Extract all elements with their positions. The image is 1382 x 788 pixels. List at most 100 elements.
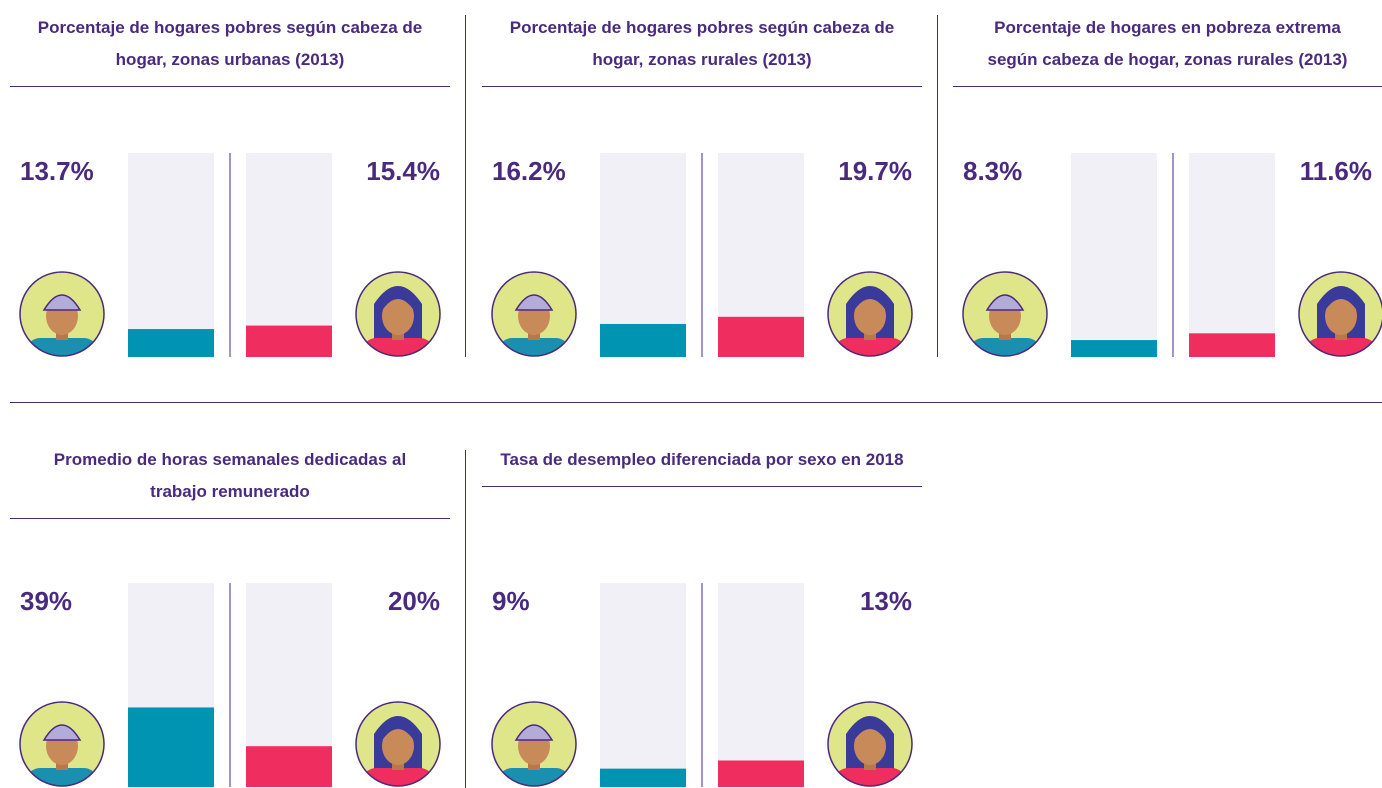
cap <box>42 724 82 741</box>
chart: 39% 20% <box>19 583 441 787</box>
fringe <box>853 293 887 312</box>
shirt <box>1305 338 1377 356</box>
value-label: 13.7% <box>20 156 94 186</box>
chart-panel: Porcentaje de hogares pobres según cabez… <box>10 12 450 788</box>
avatar-woman <box>355 271 441 357</box>
divider <box>10 402 1382 403</box>
value-label: 16.2% <box>492 156 566 186</box>
avatar-woman <box>1298 271 1382 357</box>
avatar-ring <box>19 271 105 357</box>
cap <box>514 724 554 741</box>
bar-track <box>128 153 214 357</box>
avatar-ring <box>19 701 105 787</box>
bar <box>128 707 214 787</box>
chart: 13.7% 15.4% <box>19 153 441 357</box>
bar-track <box>1189 153 1275 357</box>
bar-track <box>600 153 686 357</box>
cap <box>514 294 554 311</box>
chart-panel: Promedio de horas semanales dedicadas al… <box>10 444 450 788</box>
value-label: 8.3% <box>963 156 1022 186</box>
shirt <box>362 768 434 786</box>
avatar-body <box>26 724 98 786</box>
shirt <box>834 768 906 786</box>
face <box>854 727 886 765</box>
value-label: 19.7% <box>838 156 912 186</box>
value-label: 11.6% <box>1300 156 1372 186</box>
shirt <box>498 768 570 786</box>
face <box>1325 297 1357 335</box>
divider <box>465 15 466 357</box>
avatar-ring <box>355 701 441 787</box>
avatar-woman <box>355 701 441 787</box>
shirt <box>969 338 1041 356</box>
face <box>854 297 886 335</box>
bar <box>1071 340 1157 357</box>
shirt <box>362 338 434 356</box>
avatar-woman <box>827 701 913 787</box>
chart-title: Promedio de horas semanales dedicadas al… <box>10 444 450 519</box>
chart-panel: Porcentaje de hogares pobres según cabez… <box>482 12 922 788</box>
avatar-ring <box>962 271 1048 357</box>
fringe <box>1324 293 1358 312</box>
avatar-ring <box>827 271 913 357</box>
divider <box>937 15 938 357</box>
avatar-body <box>834 716 906 786</box>
avatar-man <box>491 701 577 787</box>
shirt <box>26 768 98 786</box>
bar-track <box>1071 153 1157 357</box>
fringe <box>381 293 415 312</box>
chart-panel: Tasa de desempleo diferenciada por sexo … <box>482 444 922 788</box>
avatar-body <box>498 294 570 356</box>
bar <box>718 760 804 787</box>
shirt <box>26 338 98 356</box>
cap <box>985 294 1025 311</box>
fringe <box>381 723 415 742</box>
fringe <box>853 723 887 742</box>
chart-panel: Porcentaje de hogares en pobreza extrema… <box>953 12 1382 788</box>
avatar-body <box>26 294 98 356</box>
avatar-man <box>962 271 1048 357</box>
chart-title: Porcentaje de hogares pobres según cabez… <box>10 12 450 87</box>
avatar-ring <box>491 701 577 787</box>
avatar-woman <box>827 271 913 357</box>
avatar-body <box>1305 286 1377 356</box>
avatar-ring <box>355 271 441 357</box>
avatar-man <box>19 271 105 357</box>
avatar-man <box>491 271 577 357</box>
avatar-ring <box>491 271 577 357</box>
avatar-ring <box>827 701 913 787</box>
chart: 8.3% 11.6% <box>962 153 1382 357</box>
chart-title: Porcentaje de hogares pobres según cabez… <box>482 12 922 87</box>
face <box>382 297 414 335</box>
face <box>382 727 414 765</box>
chart: 16.2% 19.7% <box>491 153 913 357</box>
shirt <box>834 338 906 356</box>
avatar-body <box>969 294 1041 356</box>
bar <box>600 323 686 357</box>
bar <box>246 325 332 357</box>
bar <box>128 329 214 357</box>
chart: 9% 13% <box>491 583 913 787</box>
value-label: 9% <box>492 586 530 616</box>
shirt <box>498 338 570 356</box>
divider <box>465 450 466 788</box>
bar <box>1189 333 1275 357</box>
avatar-body <box>498 724 570 786</box>
value-label: 15.4% <box>366 156 440 186</box>
bar-track <box>718 583 804 787</box>
cap <box>42 294 82 311</box>
avatar-body <box>362 286 434 356</box>
bar <box>246 746 332 787</box>
chart-title: Tasa de desempleo diferenciada por sexo … <box>482 444 922 487</box>
avatar-body <box>362 716 434 786</box>
value-label: 20% <box>388 586 440 616</box>
bar-track <box>246 153 332 357</box>
value-label: 13% <box>860 586 912 616</box>
bar-track <box>600 583 686 787</box>
avatar-body <box>834 286 906 356</box>
avatar-man <box>19 701 105 787</box>
value-label: 39% <box>20 586 72 616</box>
bar <box>718 316 804 357</box>
chart-title: Porcentaje de hogares en pobreza extrema… <box>953 12 1382 87</box>
